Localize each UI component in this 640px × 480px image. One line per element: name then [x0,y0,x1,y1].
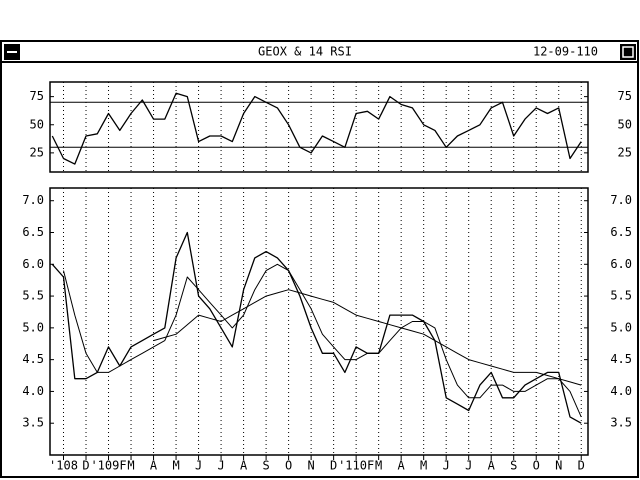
y-tick-label-right: 7.0 [610,193,632,207]
y-tick-label: 5.5 [22,289,44,303]
maximize-button[interactable] [620,44,636,60]
x-tick-label: A [150,459,158,473]
y-tick-label: 4.5 [22,352,44,366]
window-title: GEOX & 14 RSI [258,45,352,59]
x-tick-label: M [172,459,179,473]
y-tick-label: 4.0 [22,384,44,398]
x-tick-label: A [240,459,248,473]
x-tick-label: A [398,459,406,473]
x-tick-label: D [82,459,89,473]
series-line [51,231,582,424]
y-tick-label-right: 6.0 [610,257,632,271]
series-line [63,263,582,418]
window-frame [0,40,639,478]
plot-frame [49,187,589,456]
x-tick-label: S [510,459,517,473]
y-tick-label-right: 6.5 [610,225,632,239]
series-line [51,92,582,165]
x-tick-label: N [555,459,562,473]
x-tick-label: O [533,459,540,473]
y-tick-label: 6.5 [22,225,44,239]
x-tick-label: '108 [49,459,78,473]
x-tick-label: '110F [338,459,374,473]
x-tick-label: A [488,459,496,473]
maximize-icon [622,46,634,58]
y-tick-label: 5.0 [22,320,44,334]
x-tick-label: D [330,459,337,473]
x-tick-label: '109F [90,459,126,473]
y-tick-label: 6.0 [22,257,44,271]
x-tick-label: J [465,459,472,473]
y-tick-label-right: 4.5 [610,352,632,366]
x-tick-label: J [195,459,202,473]
window-date: 12-09-110 [533,45,598,59]
plot-frame [49,81,589,173]
y-tick-label-right: 25 [618,145,632,159]
y-tick-label-right: 50 [618,117,632,131]
x-tick-label: M [375,459,382,473]
x-tick-label: N [308,459,315,473]
y-tick-label: 7.0 [22,193,44,207]
x-tick-label: J [217,459,224,473]
x-tick-label: D [578,459,585,473]
y-tick-label: 3.5 [22,416,44,430]
y-tick-label: 50 [30,117,44,131]
x-tick-label: S [262,459,269,473]
series-line [153,289,582,386]
y-tick-label-right: 5.5 [610,289,632,303]
x-tick-label: J [443,459,450,473]
y-tick-label-right: 5.0 [610,320,632,334]
x-tick-label: M [420,459,427,473]
y-tick-label: 75 [30,89,44,103]
x-tick-label: M [127,459,134,473]
y-tick-label-right: 4.0 [610,384,632,398]
y-tick-label: 25 [30,145,44,159]
x-tick-label: O [285,459,292,473]
y-tick-label-right: 3.5 [610,416,632,430]
y-tick-label-right: 75 [618,89,632,103]
